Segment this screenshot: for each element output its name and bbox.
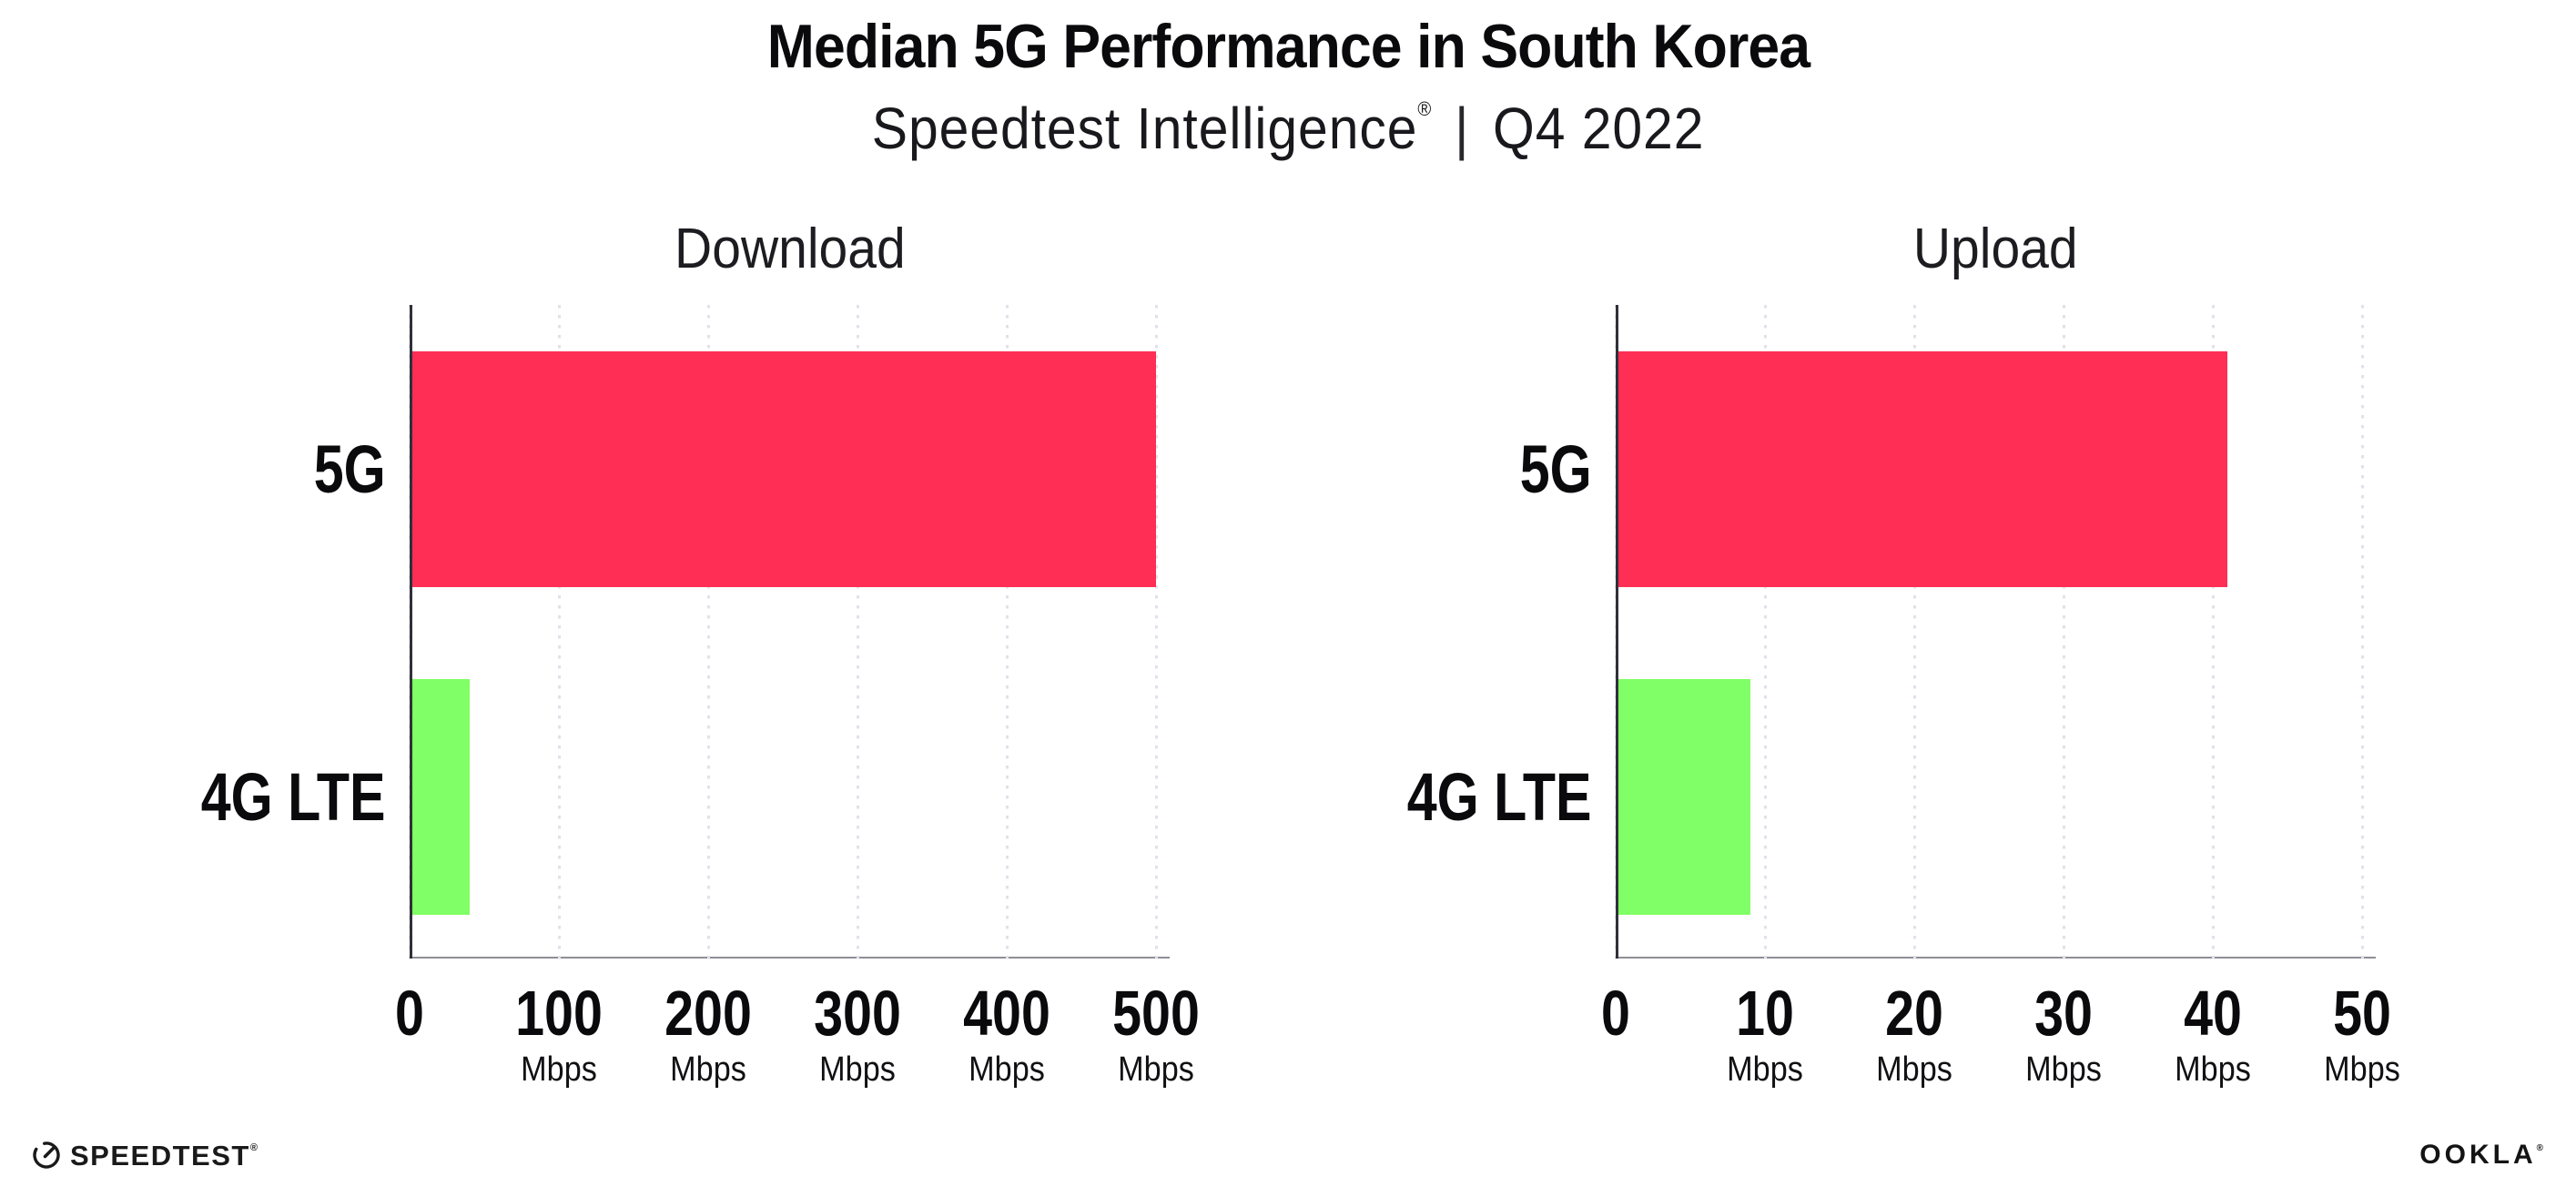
x-tick-unit: Mbps [1876, 1050, 1952, 1089]
download-chart-title: Download [410, 217, 1170, 281]
x-tick-value: 30 [2034, 978, 2093, 1049]
upload-chart-title: Upload [1616, 217, 2376, 281]
x-tick-unit: Mbps [2324, 1050, 2400, 1089]
x-tick-value: 50 [2333, 978, 2391, 1049]
x-tick-value: 10 [1736, 978, 1794, 1049]
gridline-50 [2360, 305, 2364, 965]
x-tick-40: 40 Mbps [2171, 981, 2256, 1090]
x-tick-value: 0 [395, 978, 424, 1049]
ookla-logo: OOKLA® [2419, 1141, 2543, 1169]
x-tick-50: 50 Mbps [2320, 981, 2405, 1090]
category-label-5g: 5G [1520, 431, 1592, 507]
x-tick-value: 300 [814, 978, 901, 1049]
upload-chart: Upload 5G 4G LTE 0 10 Mbps 20 Mbps 30 Mbps 40 Mbp… [1407, 217, 2400, 1127]
gridline-200 [706, 305, 710, 965]
gridline-100 [557, 305, 561, 965]
x-tick-unit: Mbps [1727, 1050, 1803, 1089]
upload-chart-title-text: Upload [1913, 218, 2078, 280]
download-chart: Download 5G 4G LTE 0 100 Mbps 200 Mbps 300 Mbps… [201, 217, 1200, 1127]
gridline-500 [1154, 305, 1158, 965]
gridline-30 [2062, 305, 2065, 965]
x-axis-line [410, 957, 1170, 959]
x-tick-300: 300 Mbps [805, 981, 911, 1090]
x-tick-value: 200 [664, 978, 752, 1049]
x-tick-unit: Mbps [2175, 1050, 2251, 1089]
download-chart-title-text: Download [674, 218, 906, 280]
gridline-40 [2211, 305, 2215, 965]
x-axis-line [1616, 957, 2376, 959]
speedtest-gauge-icon [33, 1141, 60, 1169]
x-tick-200: 200 Mbps [655, 981, 762, 1090]
subtitle-period: Q4 2022 [1492, 96, 1705, 161]
x-tick-value: 500 [1112, 978, 1200, 1049]
download-plot-area: 5G 4G LTE [201, 305, 1170, 965]
x-tick-unit: Mbps [2025, 1050, 2102, 1089]
y-axis-line [1616, 305, 1618, 959]
x-tick-unit: Mbps [969, 1050, 1045, 1089]
x-tick-value: 100 [515, 978, 603, 1049]
subtitle-brand: Speedtest Intelligence [871, 96, 1418, 161]
x-tick-400: 400 Mbps [954, 981, 1060, 1090]
bar-4g-lte [410, 679, 470, 915]
x-tick-100: 100 Mbps [506, 981, 613, 1090]
x-tick-0: 0 [392, 981, 428, 1045]
category-label-5g: 5G [314, 431, 386, 507]
upload-plot-area: 5G 4G LTE [1407, 305, 2376, 965]
x-tick-value: 0 [1601, 978, 1630, 1049]
registered-mark: ® [1417, 97, 1432, 120]
speedtest-logo: SPEEDTEST® [31, 1140, 258, 1171]
x-tick-30: 30 Mbps [2022, 981, 2106, 1090]
page-title: Median 5G Performance in South Korea [0, 11, 2576, 82]
category-label-4g-lte: 4G LTE [201, 758, 386, 835]
ookla-wordmark-text: OOKLA [2419, 1140, 2537, 1170]
page-title-text: Median 5G Performance in South Korea [766, 12, 1810, 81]
gridline-10 [1763, 305, 1767, 965]
speedtest-wordmark: SPEEDTEST® [70, 1141, 258, 1170]
x-tick-value: 400 [963, 978, 1050, 1049]
x-tick-10: 10 Mbps [1723, 981, 1808, 1090]
subtitle-text: Speedtest Intelligence® | Q4 2022 [872, 95, 1705, 162]
x-tick-unit: Mbps [819, 1050, 896, 1089]
y-axis-line [410, 305, 412, 959]
x-tick-value: 40 [2184, 978, 2242, 1049]
download-x-axis-labels: 0 100 Mbps 200 Mbps 300 Mbps 400 Mbps 500 Mbps [395, 981, 1200, 1127]
bar-5g [410, 351, 1156, 587]
gridline-20 [1912, 305, 1916, 965]
page-subtitle: Speedtest Intelligence® | Q4 2022 [0, 95, 2576, 162]
bar-5g [1616, 351, 2228, 587]
x-tick-value: 20 [1885, 978, 1943, 1049]
x-tick-0: 0 [1598, 981, 1634, 1045]
gridline-400 [1005, 305, 1009, 965]
x-tick-20: 20 Mbps [1872, 981, 1957, 1090]
x-tick-unit: Mbps [670, 1050, 746, 1089]
speedtest-registered-mark: ® [249, 1141, 258, 1153]
subtitle-separator: | [1455, 96, 1470, 161]
x-tick-unit: Mbps [1118, 1050, 1194, 1089]
speedtest-wordmark-text: SPEEDTEST [70, 1139, 250, 1172]
category-label-4g-lte: 4G LTE [1407, 758, 1592, 835]
ookla-registered-mark: ® [2536, 1143, 2543, 1153]
upload-x-axis-labels: 0 10 Mbps 20 Mbps 30 Mbps 40 Mbps 50 Mbps [1601, 981, 2400, 1127]
gridline-300 [856, 305, 859, 965]
x-tick-unit: Mbps [521, 1050, 597, 1089]
bar-4g-lte [1616, 679, 1750, 915]
x-tick-500: 500 Mbps [1103, 981, 1210, 1090]
